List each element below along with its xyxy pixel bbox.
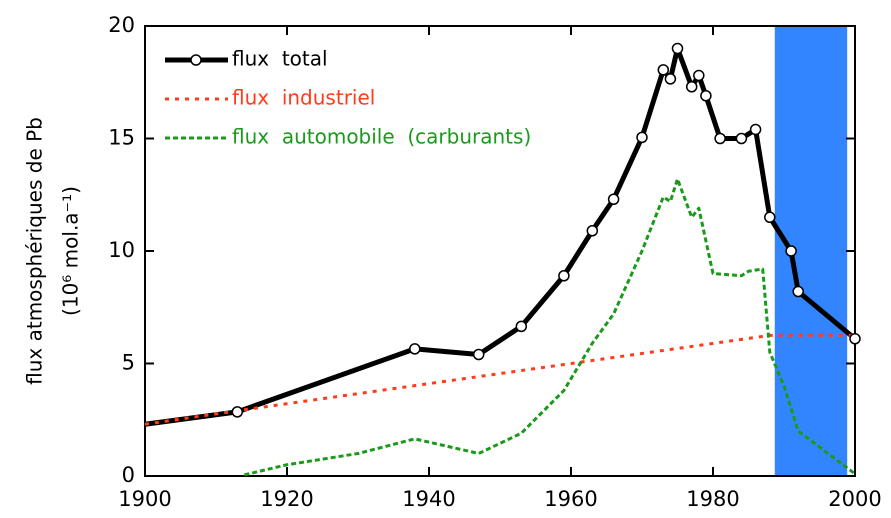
data-point xyxy=(700,90,712,102)
data-point xyxy=(664,73,677,85)
data-point xyxy=(849,333,861,345)
series-line xyxy=(244,177,856,477)
y-tick-label: 15 xyxy=(108,126,135,150)
y-tick-label: 20 xyxy=(108,13,135,37)
data-point xyxy=(472,348,485,361)
x-tick-label: 2000 xyxy=(828,487,881,511)
legend-marker xyxy=(190,54,202,66)
y-tick-label: 10 xyxy=(108,238,135,262)
data-point xyxy=(657,64,670,76)
data-point xyxy=(693,69,705,82)
y-tick-label: 5 xyxy=(122,351,135,375)
x-tick-label: 1900 xyxy=(118,487,171,511)
legend-label: flux automobile (carburants) xyxy=(232,125,531,149)
data-point xyxy=(735,132,748,145)
data-point xyxy=(515,320,528,333)
legend-label: flux total xyxy=(232,47,328,71)
data-point xyxy=(714,132,726,145)
data-point xyxy=(785,245,797,257)
data-point xyxy=(409,343,421,355)
y-label-line: flux atmosphériques de Pb xyxy=(23,117,47,385)
series-line xyxy=(144,46,857,427)
data-point xyxy=(558,270,570,282)
data-point xyxy=(586,225,599,237)
legend-label: flux industriel xyxy=(232,86,375,110)
data-point xyxy=(792,285,804,298)
x-tick-label: 1920 xyxy=(260,487,313,511)
y-tick-label: 0 xyxy=(122,463,135,487)
x-tick-label: 1980 xyxy=(686,487,739,511)
data-point xyxy=(231,406,244,418)
series-line xyxy=(144,333,855,426)
x-tick-label: 1940 xyxy=(402,487,455,511)
x-tick-label: 1960 xyxy=(544,487,597,511)
data-point xyxy=(764,211,776,223)
data-point xyxy=(671,42,684,55)
y-label-line: (10⁶ mol.a⁻¹) xyxy=(59,186,83,316)
data-point xyxy=(749,123,762,136)
data-point xyxy=(607,193,620,205)
data-point xyxy=(636,131,648,144)
y-axis-label: flux atmosphériques de Pb (10⁶ mol.a⁻¹) xyxy=(23,117,83,385)
data-point xyxy=(685,81,698,93)
